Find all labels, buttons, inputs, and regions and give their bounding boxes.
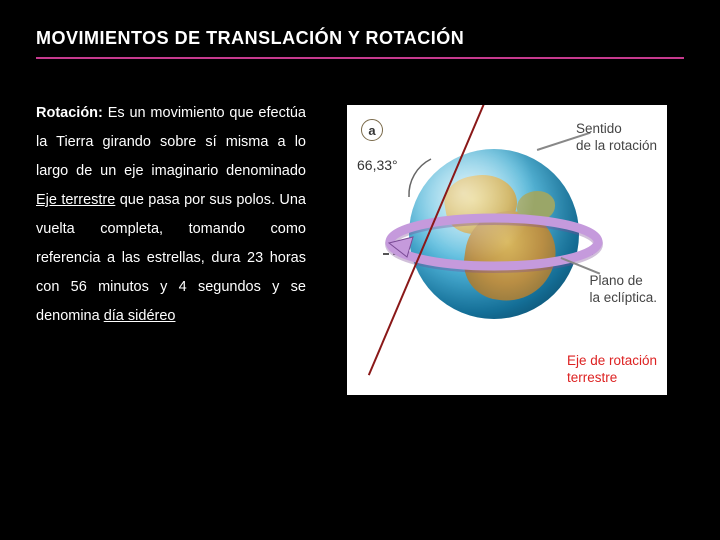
body-part-2: que pasa por sus polos. Una vuelta compl… bbox=[36, 192, 306, 324]
label-sentido-rotacion: Sentido de la rotación bbox=[576, 121, 657, 155]
label-line: terrestre bbox=[567, 370, 617, 385]
figure-column: a 66,33° Sentido de la rotación Plano de… bbox=[330, 99, 684, 395]
link-eje-terrestre: Eje terrestre bbox=[36, 192, 115, 208]
tilt-angle-value: 66,33° bbox=[357, 157, 398, 173]
earth-rotation-figure: a 66,33° Sentido de la rotación Plano de… bbox=[347, 105, 667, 395]
subfigure-label-a: a bbox=[361, 119, 383, 141]
page-title: MOVIMIENTOS DE TRANSLACIÓN Y ROTACIÓN bbox=[36, 28, 684, 49]
label-line: de la rotación bbox=[576, 138, 657, 153]
title-underline bbox=[36, 57, 684, 59]
label-line: Plano de bbox=[589, 273, 642, 288]
body-text: Rotación: Es un movimiento que efectúa l… bbox=[36, 99, 306, 395]
label-eje-rotacion: Eje de rotación terrestre bbox=[567, 353, 657, 387]
content-row: Rotación: Es un movimiento que efectúa l… bbox=[36, 99, 684, 395]
label-line: Eje de rotación bbox=[567, 353, 657, 368]
link-dia-sidereo: día sidéreo bbox=[104, 308, 176, 324]
label-line: Sentido bbox=[576, 121, 622, 136]
lead-term: Rotación: bbox=[36, 105, 103, 121]
slide: MOVIMIENTOS DE TRANSLACIÓN Y ROTACIÓN Ro… bbox=[0, 0, 720, 540]
label-line: la eclíptica. bbox=[589, 290, 657, 305]
label-plano-ecliptica: Plano de la eclíptica. bbox=[589, 273, 657, 307]
